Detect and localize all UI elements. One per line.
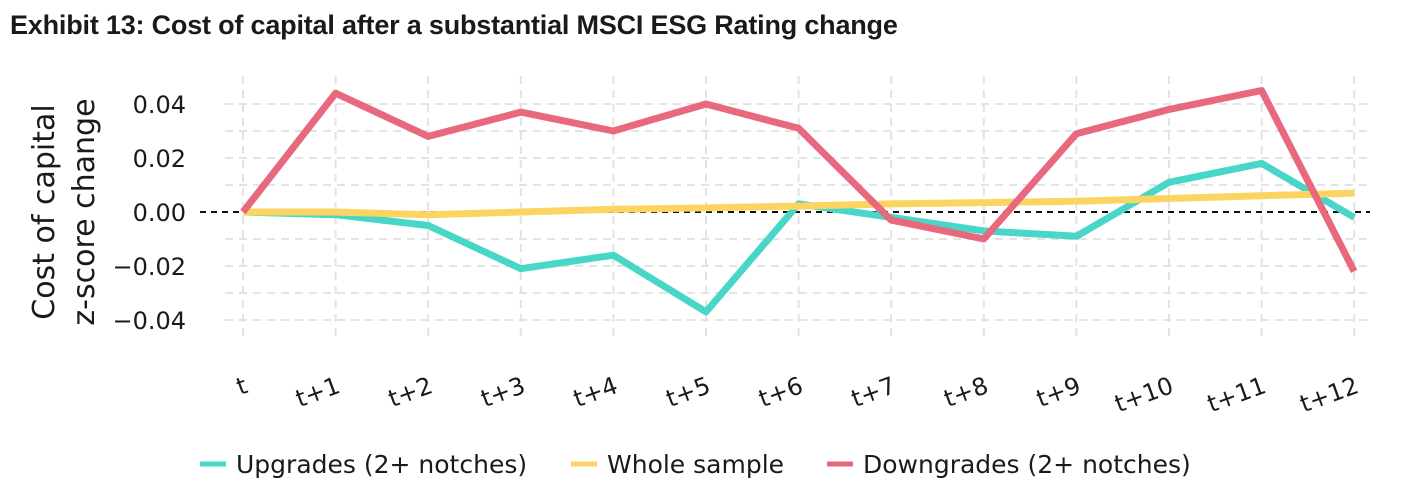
legend-label: Upgrades (2+ notches) — [236, 450, 527, 479]
x-tick-label: t+12 — [1296, 371, 1362, 418]
x-tick-label: t+7 — [848, 371, 900, 413]
x-tick-label: t+8 — [940, 371, 992, 413]
x-tick-label: t — [233, 371, 251, 401]
x-tick-label: t+1 — [292, 371, 344, 413]
x-tick-label: t+10 — [1111, 371, 1177, 418]
x-tick-label: t+4 — [570, 371, 622, 413]
series-line-whole-sample — [243, 189, 1355, 219]
chart-title: Exhibit 13: Cost of capital after a subs… — [10, 10, 898, 40]
y-axis-label-line: Cost of capital — [27, 104, 62, 319]
legend-label: Downgrades (2+ notches) — [863, 450, 1191, 479]
x-tick-label: t+3 — [477, 371, 529, 413]
legend-label: Whole sample — [607, 450, 784, 479]
y-tick-label: 0.04 — [133, 91, 186, 119]
x-tick-label: t+5 — [662, 371, 714, 413]
series-lines — [240, 87, 1358, 316]
legend: Upgrades (2+ notches) Whole sample Downgra… — [200, 450, 1191, 479]
x-tick-label: t+11 — [1204, 371, 1270, 418]
grid — [200, 76, 1370, 340]
y-tick-label: −0.04 — [112, 307, 186, 335]
x-tick-label: t+6 — [755, 371, 807, 413]
x-axis-ticks: t t+1 t+2 t+3 t+4 t+5 t+6 t+7 t+8 t+9 t+10 t+11 t+12 — [233, 371, 1363, 418]
x-tick-label: t+2 — [385, 371, 437, 413]
y-tick-label: 0.02 — [133, 145, 186, 173]
y-axis-label: Cost of capital z-score change — [27, 98, 102, 325]
y-axis-ticks: −0.04 −0.02 0.00 0.02 0.04 — [112, 91, 186, 335]
series-line-downgrades-2-notches — [240, 87, 1358, 273]
y-tick-label: 0.00 — [133, 199, 186, 227]
x-tick-label: t+9 — [1033, 371, 1085, 413]
y-tick-label: −0.02 — [112, 253, 186, 281]
y-axis-label-line: z-score change — [67, 98, 102, 325]
